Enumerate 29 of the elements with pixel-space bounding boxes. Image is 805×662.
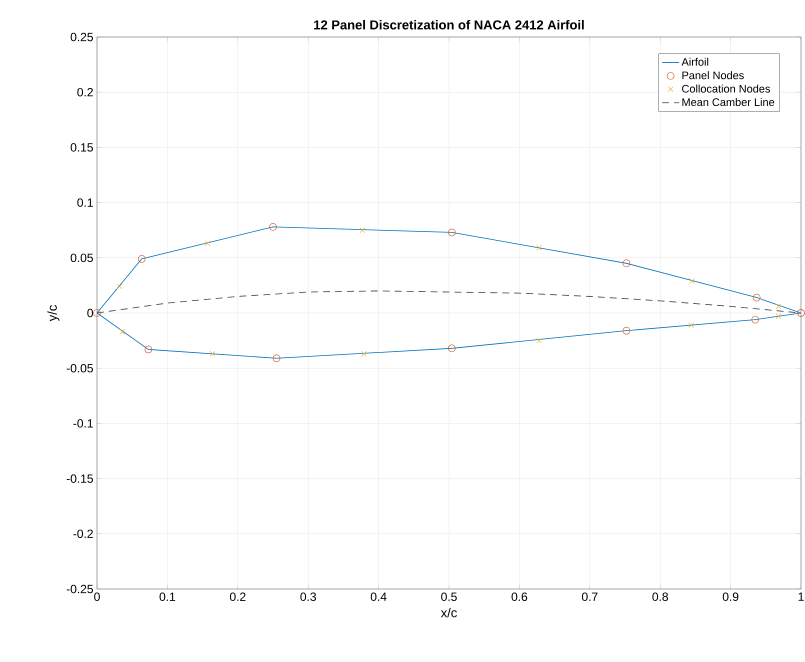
y-tick-label: -0.2 <box>73 530 93 538</box>
x-tick-label: 0.7 <box>582 592 598 601</box>
y-tick-label: 0.1 <box>77 198 93 207</box>
x-tick-label: 0.2 <box>230 592 246 601</box>
y-tick-label: -0.25 <box>66 584 93 594</box>
legend-label: Panel Nodes <box>682 71 744 80</box>
x-tick-label: 0.5 <box>441 592 457 601</box>
x-tick-label: 1 <box>798 592 804 601</box>
y-tick-label: 0.25 <box>70 32 93 42</box>
x-tick-label: 0.8 <box>652 592 668 601</box>
x-tick-label: 0 <box>94 592 100 601</box>
y-tick-label: 0 <box>87 308 94 318</box>
x-tick-label: 0.4 <box>370 592 387 601</box>
y-tick-label: 0.05 <box>70 254 93 262</box>
chart-title: 12 Panel Discretization of NACA 2412 Airfoil <box>314 20 584 30</box>
x-tick-label: 0.9 <box>722 592 738 601</box>
legend-label: Mean Camber Line <box>682 98 774 106</box>
x-tick-label: 0.3 <box>300 592 316 601</box>
x-tick-label: 0.1 <box>160 592 176 601</box>
y-tick-label: -0.05 <box>66 364 93 372</box>
y-tick-label: -0.15 <box>66 474 93 483</box>
y-tick-label: -0.1 <box>73 419 93 428</box>
x-tick-label: 0.6 <box>512 592 528 601</box>
legend-label: Airfoil <box>682 58 708 66</box>
y-tick-label: 0.2 <box>77 88 93 96</box>
y-tick-label: 0.15 <box>70 143 93 152</box>
legend-label: Collocation Nodes <box>682 84 770 93</box>
x-axis-title: x/c <box>440 608 457 618</box>
y-axis-title: y/c <box>47 305 60 322</box>
